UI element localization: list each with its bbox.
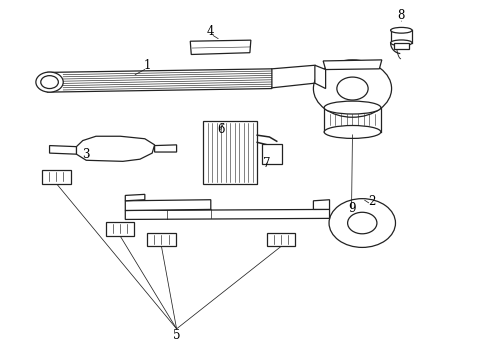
Ellipse shape [324, 101, 381, 114]
Bar [147, 233, 175, 246]
Polygon shape [155, 145, 176, 152]
Polygon shape [125, 200, 211, 211]
Text: 2: 2 [368, 195, 376, 208]
Text: 7: 7 [263, 157, 271, 170]
Text: 8: 8 [398, 9, 405, 22]
Polygon shape [125, 194, 145, 201]
Polygon shape [323, 60, 382, 69]
Circle shape [337, 77, 368, 100]
Text: 3: 3 [82, 148, 90, 161]
Polygon shape [76, 136, 155, 161]
Circle shape [329, 199, 395, 247]
Text: 9: 9 [349, 202, 356, 215]
Circle shape [41, 76, 58, 89]
Polygon shape [47, 69, 272, 92]
Bar [267, 233, 295, 246]
Polygon shape [315, 65, 326, 89]
Ellipse shape [324, 126, 381, 138]
Circle shape [314, 60, 392, 117]
Ellipse shape [391, 40, 412, 46]
Polygon shape [49, 145, 76, 154]
Circle shape [36, 72, 63, 92]
Circle shape [347, 212, 377, 234]
Text: 4: 4 [207, 25, 215, 38]
Polygon shape [190, 40, 251, 54]
Polygon shape [125, 210, 330, 220]
Ellipse shape [391, 27, 412, 33]
Bar [42, 170, 71, 184]
Bar [262, 144, 282, 164]
Text: 6: 6 [217, 123, 224, 136]
Text: 1: 1 [144, 59, 151, 72]
Bar [203, 121, 257, 184]
Bar [106, 222, 134, 235]
Bar [394, 43, 409, 49]
Text: 5: 5 [173, 329, 180, 342]
Polygon shape [314, 200, 330, 210]
